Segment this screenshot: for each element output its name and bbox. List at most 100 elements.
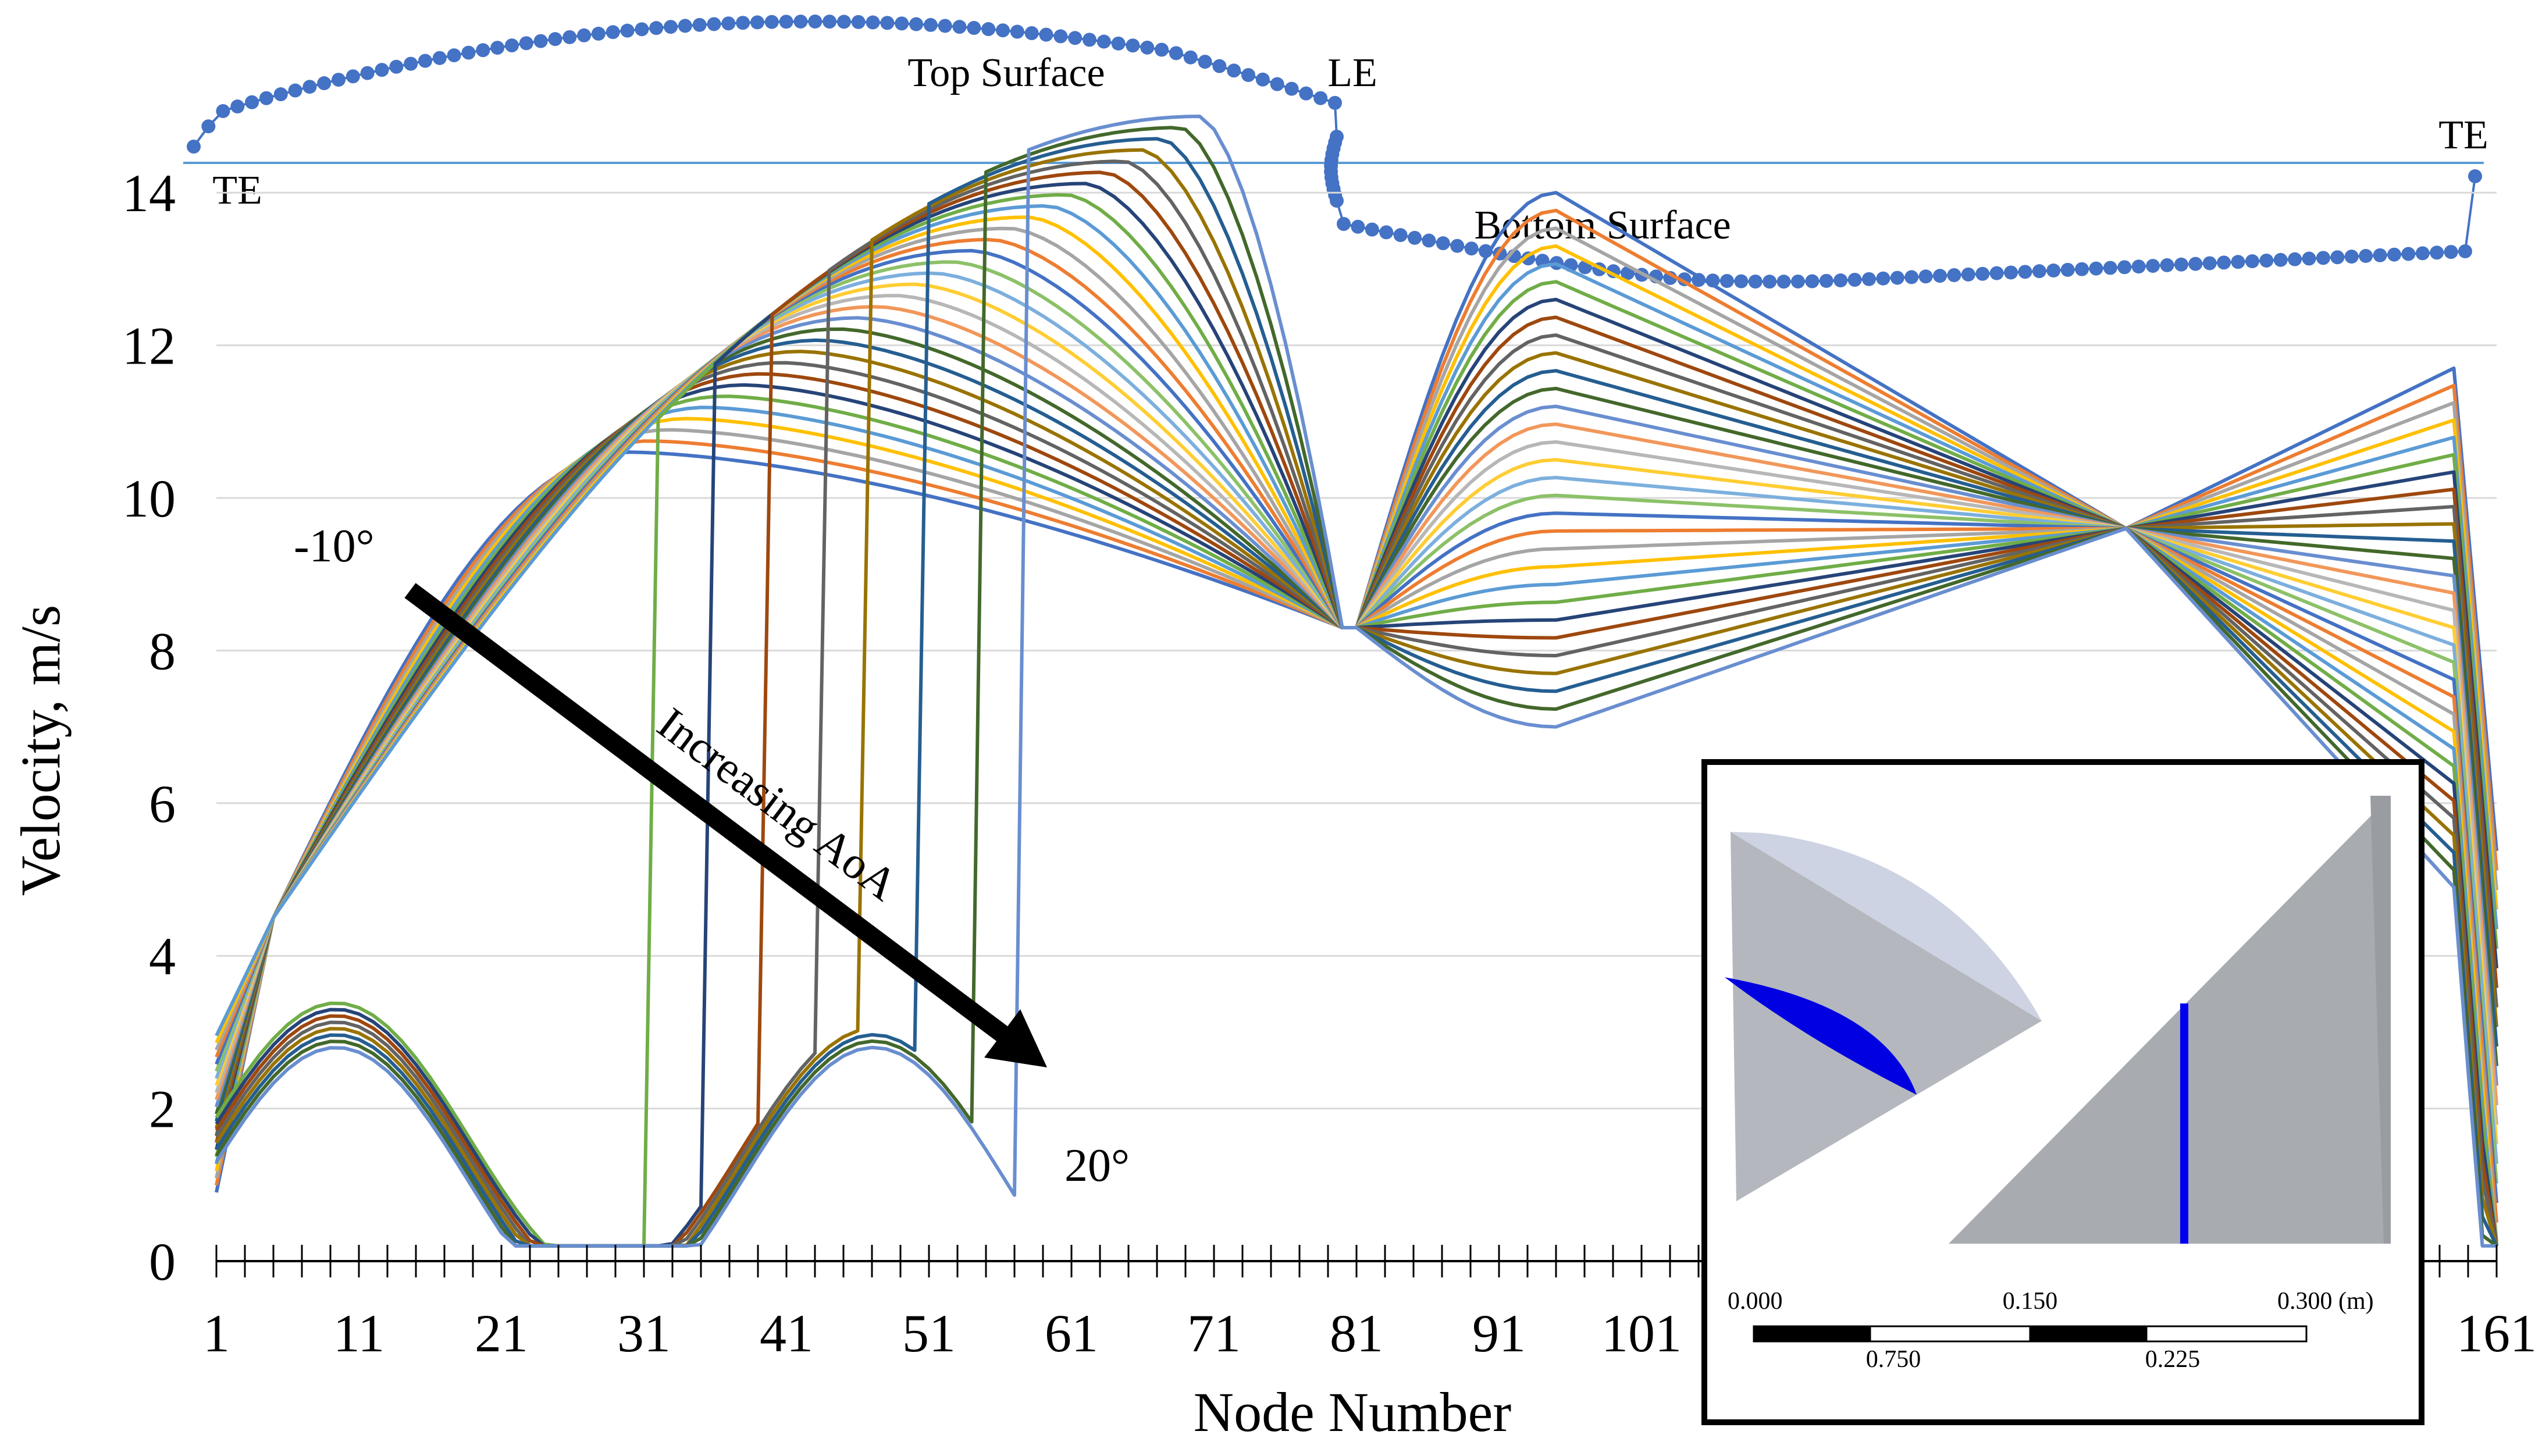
profile-dot xyxy=(1819,273,1833,288)
scale-segment-2 xyxy=(1869,1325,2031,1343)
profile-dot xyxy=(1365,222,1379,237)
profile-dot xyxy=(187,140,201,154)
profile-dot xyxy=(2430,245,2444,260)
profile-dot xyxy=(2444,245,2458,259)
profile-dot xyxy=(2046,264,2061,278)
cone-top-face xyxy=(1731,832,2042,1021)
profile-dot xyxy=(1270,77,1284,91)
profile-dot xyxy=(1890,270,1904,285)
profile-dot xyxy=(692,17,707,32)
profile-dot xyxy=(2458,244,2472,258)
end-angle-label: 20° xyxy=(1064,1140,1130,1191)
profile-dot xyxy=(447,48,461,63)
profile-dot xyxy=(2273,252,2288,267)
profile-dot xyxy=(1833,273,1848,288)
profile-dot xyxy=(302,80,317,94)
profile-dot xyxy=(2359,248,2373,263)
profile-dot xyxy=(476,43,490,58)
profile-dot xyxy=(2103,261,2117,275)
top-surface-label: Top Surface xyxy=(907,51,1105,95)
profile-dot xyxy=(2231,255,2245,269)
profile-dot xyxy=(967,21,981,35)
profile-dot xyxy=(721,16,736,31)
profile-dot xyxy=(360,66,375,80)
y-tick-label: 6 xyxy=(149,774,176,834)
profile-dot xyxy=(1450,238,1465,253)
profile-dot xyxy=(230,99,245,114)
profile-dot xyxy=(1068,31,1083,45)
profile-dot xyxy=(866,15,880,30)
profile-dot xyxy=(201,119,216,134)
start-angle-label: -10° xyxy=(294,521,375,572)
profile-dot xyxy=(880,16,895,30)
profile-dot xyxy=(2117,260,2132,275)
increasing-aoa-arrow-shaft xyxy=(404,583,1018,1049)
profile-dot xyxy=(1805,274,1820,289)
profile-dot xyxy=(562,30,577,44)
profile-dot xyxy=(1422,233,1436,248)
profile-dot xyxy=(808,15,823,29)
profile-dot xyxy=(938,19,952,33)
profile-dot xyxy=(736,16,750,30)
profile-dot xyxy=(1024,26,1039,41)
x-tick-label: 21 xyxy=(475,1304,528,1363)
profile-dot xyxy=(2415,246,2430,261)
profile-dot xyxy=(2344,250,2359,264)
profile-dot xyxy=(1861,272,1876,286)
profile-dot xyxy=(2202,256,2217,270)
x-tick-label: 61 xyxy=(1045,1304,1098,1363)
profile-dot xyxy=(2131,259,2146,274)
leading-edge-label: LE xyxy=(1327,51,1377,95)
profile-dot xyxy=(1212,59,1227,73)
profile-dot xyxy=(533,34,548,48)
y-tick-label: 4 xyxy=(149,927,176,986)
profile-dot xyxy=(1876,271,1890,286)
profile-dot xyxy=(1734,274,1749,289)
profile-dot xyxy=(1975,266,1990,281)
profile-dot xyxy=(1719,273,1734,288)
velocity-series xyxy=(215,115,2498,1248)
profile-dot xyxy=(1763,275,1777,289)
profile-dot xyxy=(1436,236,1450,251)
velocity-series-line xyxy=(215,115,2497,1248)
profile-dot xyxy=(851,15,866,29)
blade-section xyxy=(1725,977,1917,1095)
geometry-inset: 0.000 0.150 0.300 (m) 0.750 0.225 xyxy=(1701,759,2424,1425)
profile-dot xyxy=(1155,42,1169,57)
profile-dot xyxy=(1776,275,1791,289)
profile-dot xyxy=(1111,36,1126,51)
profile-dot xyxy=(1947,268,1961,283)
profile-dot xyxy=(2316,251,2330,265)
wedge-view xyxy=(1949,796,2391,1244)
profile-dot xyxy=(1393,228,1408,243)
wedge-edge xyxy=(2370,796,2391,1244)
profile-dot xyxy=(2004,265,2018,280)
y-tick-label: 12 xyxy=(122,316,176,376)
profile-dot xyxy=(2259,253,2274,268)
profile-dot xyxy=(1096,34,1111,49)
x-tick-label: 41 xyxy=(760,1304,813,1363)
airfoil-profile: Top Surface LE Bottom Surface TE TE xyxy=(183,15,2488,289)
profile-dot xyxy=(389,59,404,74)
profile-dot xyxy=(764,15,779,29)
profile-dot xyxy=(1169,46,1183,60)
scale-segment-3 xyxy=(2029,1325,2148,1343)
profile-dot xyxy=(2245,254,2259,269)
profile-dot xyxy=(1379,225,1394,240)
scale-bar: 0.000 0.150 0.300 (m) 0.750 0.225 xyxy=(1728,1288,2374,1373)
profile-dot xyxy=(2160,258,2174,272)
x-tick-label: 1 xyxy=(203,1304,230,1363)
profile-dot xyxy=(1989,266,2004,280)
profile-dot xyxy=(2217,255,2231,270)
profile-dot xyxy=(2288,252,2302,266)
profile-dot xyxy=(432,51,447,65)
profile-dot xyxy=(1961,267,1975,282)
trailing-edge-right-label: TE xyxy=(2438,113,2488,158)
x-axis-title: Node Number xyxy=(1194,1381,1512,1443)
profile-dot xyxy=(2089,261,2103,276)
profile-dot xyxy=(2174,257,2188,272)
profile-dot xyxy=(504,38,519,53)
profile-dot xyxy=(1039,27,1053,42)
profile-dot xyxy=(461,45,476,60)
